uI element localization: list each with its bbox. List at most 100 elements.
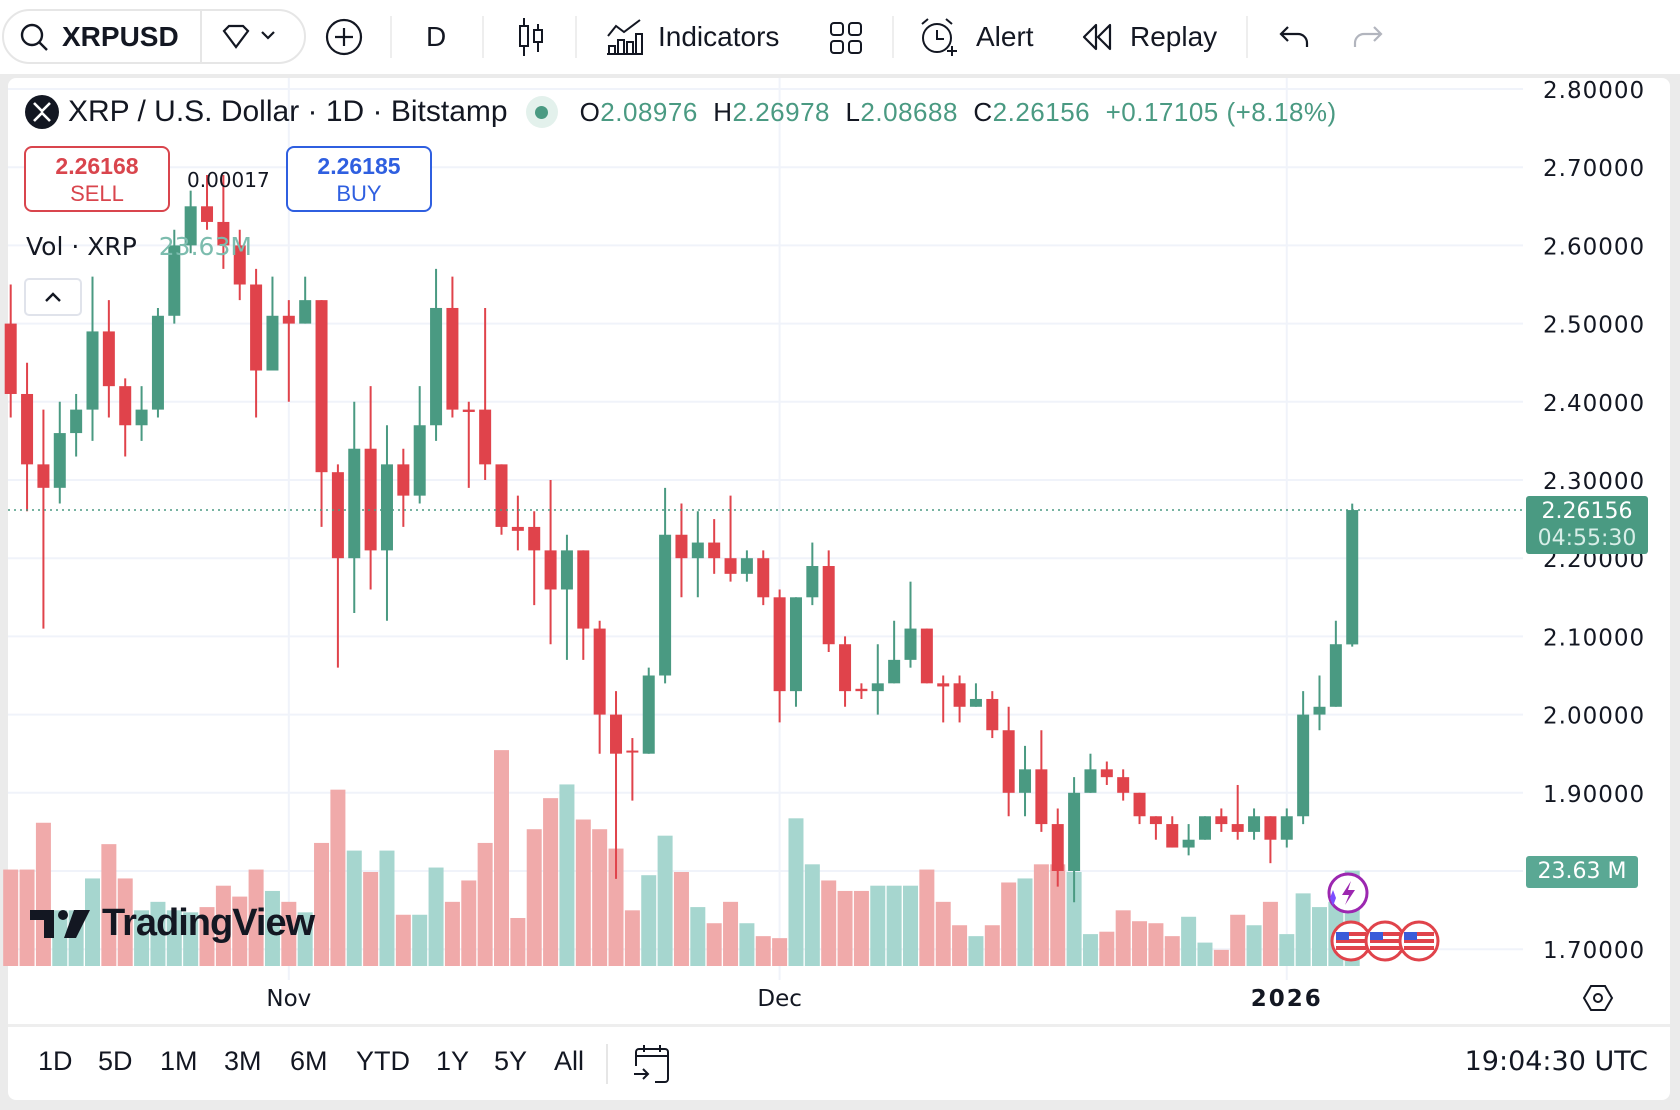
volume-bar bbox=[1181, 916, 1197, 966]
volume-bar bbox=[232, 896, 248, 966]
volume-bar bbox=[657, 835, 673, 966]
candle-body bbox=[1149, 816, 1162, 825]
candle bbox=[560, 534, 573, 660]
buy-button[interactable]: 2.26185 BUY bbox=[286, 146, 432, 212]
diamond-icon[interactable] bbox=[220, 23, 282, 53]
symbol-search[interactable]: XRPUSD bbox=[2, 9, 306, 64]
symbol-title[interactable]: XRP / U.S. Dollar · 1D · Bitstamp bbox=[68, 95, 508, 128]
candle-body bbox=[1002, 730, 1015, 793]
volume-bar bbox=[412, 914, 428, 966]
range-button-ytd[interactable]: YTD bbox=[356, 1046, 410, 1076]
volume-bar bbox=[608, 848, 624, 966]
candle-body bbox=[806, 566, 819, 598]
range-button-1d[interactable]: 1D bbox=[38, 1046, 73, 1076]
volume-bar bbox=[592, 829, 608, 966]
candle-body bbox=[446, 307, 459, 410]
redo-icon[interactable] bbox=[1352, 24, 1384, 52]
candle bbox=[691, 511, 704, 598]
volume-bar bbox=[281, 901, 297, 966]
candle bbox=[119, 378, 132, 457]
lightning-event-icon[interactable] bbox=[1324, 872, 1369, 914]
volume-bar bbox=[19, 869, 35, 966]
candle bbox=[70, 393, 83, 457]
volume-bar bbox=[215, 885, 231, 966]
candle-body bbox=[1051, 824, 1064, 871]
volume-bar bbox=[1050, 864, 1066, 966]
candle-body bbox=[151, 315, 164, 410]
candle bbox=[1198, 816, 1211, 840]
range-button-5y[interactable]: 5Y bbox=[494, 1046, 528, 1076]
undo-icon[interactable] bbox=[1278, 24, 1310, 52]
go-to-date-calendar-icon[interactable] bbox=[632, 1044, 672, 1084]
candle-body bbox=[348, 448, 361, 559]
range-button-1y[interactable]: 1Y bbox=[436, 1046, 470, 1076]
candle-body bbox=[430, 307, 443, 426]
candle bbox=[986, 691, 999, 739]
volume-bar bbox=[1033, 864, 1049, 966]
candle-body bbox=[37, 464, 50, 488]
candle-body bbox=[201, 206, 214, 222]
settings-hexagon-icon[interactable] bbox=[1582, 984, 1614, 1012]
range-button-6m[interactable]: 6M bbox=[290, 1046, 328, 1076]
candle bbox=[1002, 706, 1015, 817]
range-button-all[interactable]: All bbox=[554, 1046, 585, 1076]
candle bbox=[430, 268, 443, 441]
candle bbox=[348, 401, 361, 613]
candle bbox=[724, 495, 737, 582]
interval-button[interactable]: D bbox=[426, 21, 447, 52]
layout-grid-icon[interactable] bbox=[828, 20, 864, 56]
volume-bar bbox=[1295, 893, 1311, 966]
alert-button[interactable]: Alert bbox=[918, 0, 1034, 74]
volume-bar bbox=[1246, 925, 1262, 966]
utc-clock[interactable]: 19:04:30 UTC bbox=[1464, 1046, 1648, 1077]
candle-body bbox=[986, 698, 999, 731]
tradingview-logo[interactable]: TradingView bbox=[30, 902, 315, 945]
candle-body bbox=[822, 566, 835, 645]
volume-bar bbox=[428, 867, 444, 966]
candle-body bbox=[953, 683, 966, 707]
candle-body bbox=[495, 464, 508, 527]
candle bbox=[953, 675, 966, 723]
add-symbol-icon[interactable] bbox=[324, 17, 364, 57]
candle bbox=[299, 276, 312, 324]
candle bbox=[528, 511, 541, 606]
collapse-legend-button[interactable] bbox=[24, 278, 82, 316]
price-tick-label: 2.00000 bbox=[1543, 704, 1645, 730]
volume-bar bbox=[461, 880, 477, 966]
range-button-5d[interactable]: 5D bbox=[98, 1046, 133, 1076]
candle-body bbox=[789, 597, 802, 692]
candle bbox=[904, 581, 917, 668]
candle-body bbox=[904, 628, 917, 660]
volume-bar bbox=[166, 910, 182, 966]
range-button-1m[interactable]: 1M bbox=[160, 1046, 198, 1076]
volume-legend: Vol · XRP 23.63M bbox=[26, 232, 252, 261]
candle bbox=[888, 620, 901, 684]
candle bbox=[1051, 808, 1064, 887]
candle bbox=[1149, 816, 1162, 840]
range-button-3m[interactable]: 3M bbox=[224, 1046, 262, 1076]
us-flag-event-icon[interactable] bbox=[1330, 920, 1372, 962]
candle-body bbox=[528, 526, 541, 551]
volume-bar bbox=[755, 936, 771, 966]
volume-bar bbox=[117, 878, 133, 966]
candle bbox=[462, 401, 475, 488]
candles-chart-type-icon[interactable] bbox=[516, 16, 546, 58]
market-open-status-icon bbox=[525, 96, 558, 128]
volume-axis-label: 23.63 M bbox=[1526, 856, 1638, 888]
us-flag-event-icon[interactable] bbox=[1398, 920, 1440, 962]
price-tick-label: 2.70000 bbox=[1543, 156, 1645, 182]
candle bbox=[250, 268, 263, 418]
indicators-icon bbox=[607, 19, 643, 55]
candle-body bbox=[1166, 824, 1179, 848]
sell-button[interactable]: 2.26168 SELL bbox=[24, 146, 170, 212]
volume-bar bbox=[134, 910, 150, 966]
events-icons[interactable] bbox=[1318, 868, 1448, 964]
price-tick-label: 2.30000 bbox=[1543, 469, 1645, 495]
candle bbox=[1117, 769, 1130, 801]
candle-body bbox=[21, 393, 34, 465]
indicators-button[interactable]: Indicators bbox=[606, 0, 779, 74]
us-flag-event-icon[interactable] bbox=[1364, 920, 1406, 962]
candle-body bbox=[1084, 769, 1097, 793]
replay-button[interactable]: Replay bbox=[1080, 0, 1217, 74]
